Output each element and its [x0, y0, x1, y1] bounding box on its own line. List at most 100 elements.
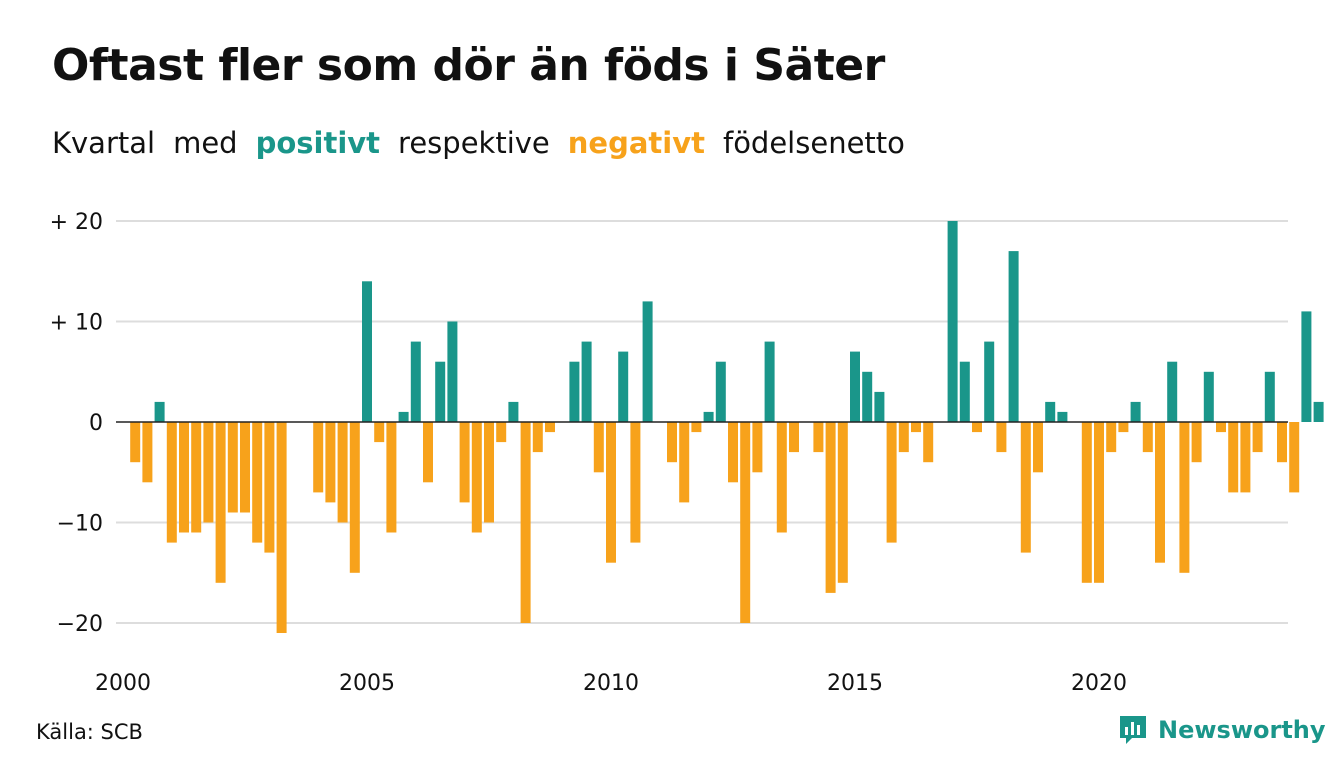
bar-negative [313, 422, 324, 493]
x-tick-label: 2010 [583, 671, 639, 696]
bar-positive [1130, 401, 1141, 422]
bar-positive [581, 341, 592, 422]
bar-negative [691, 422, 702, 433]
bar-negative [1252, 422, 1263, 453]
bar-negative [996, 422, 1007, 453]
bar-negative [1033, 422, 1043, 473]
bar-negative [837, 422, 848, 583]
bar-negative [1216, 422, 1226, 433]
bar-negative [325, 422, 336, 503]
x-tick-label: 2020 [1071, 671, 1127, 696]
bar-positive [862, 371, 873, 423]
bar-negative [1228, 422, 1239, 493]
bar-negative [911, 422, 921, 433]
bar-positive [362, 281, 372, 422]
bar-negative [1289, 422, 1300, 493]
bar-positive [1203, 371, 1214, 423]
bar-positive [984, 341, 995, 422]
bar-negative [496, 422, 507, 443]
bar-negative [606, 422, 616, 563]
bar-negative [1142, 422, 1153, 453]
bar-negative [1277, 422, 1287, 463]
bar-negative [972, 422, 982, 433]
bar-positive [410, 341, 421, 422]
bar-positive [850, 351, 860, 422]
bar-negative [264, 422, 275, 553]
bar-positive [703, 411, 714, 422]
bar-negative [630, 422, 641, 543]
subtitle-negative-label: negativt [567, 126, 705, 160]
bar-positive [1313, 401, 1324, 422]
bar-negative [886, 422, 897, 543]
bar-positive [508, 401, 519, 422]
bar-positive [154, 401, 165, 422]
bar-positive [764, 341, 775, 422]
bar-negative [740, 422, 751, 623]
bar-negative [679, 422, 690, 503]
bar-positive [1045, 401, 1056, 422]
bar-negative [813, 422, 824, 453]
subtitle-word: respektive [398, 126, 550, 160]
bar-positive [618, 351, 629, 422]
bar-positive [1301, 311, 1312, 422]
y-tick-label: + 10 [50, 311, 103, 336]
bar-negative [520, 422, 531, 623]
bar-negative [898, 422, 909, 453]
bar-positive [447, 321, 458, 422]
bar-negative [1240, 422, 1251, 493]
bar-negative [923, 422, 934, 463]
bar-negative [227, 422, 238, 513]
bar-negative [349, 422, 360, 573]
bar-positive [1264, 371, 1275, 423]
bar-negative [471, 422, 482, 533]
brand-logo: Newsworthy [1118, 712, 1326, 748]
bar-negative [215, 422, 226, 583]
bar-negative [728, 422, 738, 483]
subtitle-word: födelsenetto [722, 126, 905, 160]
bar-negative [166, 422, 177, 543]
bar-positive [1008, 251, 1019, 422]
bar-positive [1167, 361, 1178, 422]
subtitle-word: med [173, 126, 238, 160]
bar-positive [1057, 411, 1068, 422]
source-note: Källa: SCB [36, 720, 143, 744]
bar-negative [142, 422, 153, 483]
bar-negative [337, 422, 348, 523]
bar-positive [874, 391, 885, 422]
bar-negative [203, 422, 214, 523]
bar-positive [569, 361, 580, 422]
bar-negative [423, 422, 433, 483]
bar-negative [1094, 422, 1104, 583]
bar-positive [642, 301, 653, 422]
bar-positive [398, 411, 409, 422]
bar-negative [776, 422, 787, 533]
bar-negative [752, 422, 763, 473]
subtitle-word: Kvartal [52, 126, 156, 160]
bar-negative [484, 422, 494, 523]
bar-negative [1081, 422, 1092, 583]
newsworthy-logo-icon [1120, 716, 1146, 744]
bar-negative [1155, 422, 1165, 563]
bar-negative [191, 422, 202, 533]
bar-negative [593, 422, 604, 473]
bar-positive [947, 221, 958, 422]
chart-subtitle: Kvartal med positivt respektive negativt föde… [52, 126, 923, 160]
bar-negative [374, 422, 385, 443]
y-tick-label: −20 [57, 612, 103, 637]
subtitle-positive-label: positivt [255, 126, 381, 160]
bar-positive [435, 361, 446, 422]
chart-title: Oftast fler som dör än föds i Säter [52, 40, 885, 91]
bar-negative [386, 422, 397, 533]
bar-negative [130, 422, 141, 463]
bar-negative [545, 422, 555, 433]
bar-negative [459, 422, 470, 503]
bar-negative [1179, 422, 1190, 573]
bar-negative [532, 422, 543, 453]
brand-name: Newsworthy [1158, 716, 1326, 744]
bar-chart: + 20 + 10 0 −10 −20 2000 2005 2010 2015 2020 [50, 210, 1324, 696]
bar-negative [1118, 422, 1129, 433]
y-tick-label: −10 [57, 512, 103, 537]
bar-negative [825, 422, 836, 593]
x-tick-label: 2015 [827, 671, 883, 696]
bar-negative [667, 422, 677, 463]
